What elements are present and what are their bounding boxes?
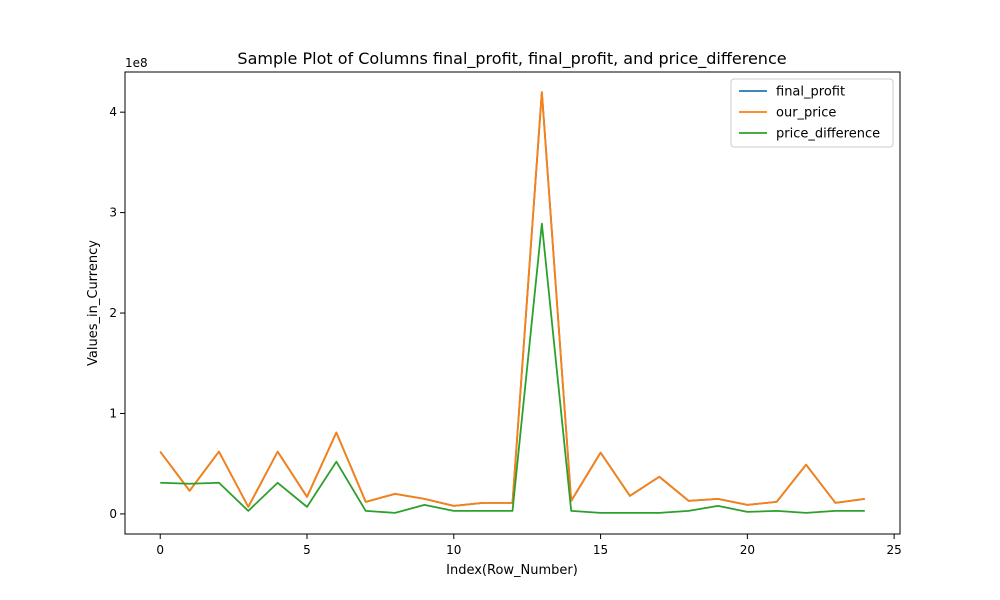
y-axis-ticks: 0 1 2 3 4 <box>109 105 125 521</box>
y-tick-label: 3 <box>109 206 117 220</box>
x-tick-label: 15 <box>593 543 608 557</box>
y-tick-label: 1 <box>109 406 117 420</box>
x-tick-label: 5 <box>303 543 311 557</box>
series-layer <box>159 91 865 514</box>
x-tick-label: 0 <box>156 543 164 557</box>
y-tick-label: 0 <box>109 507 117 521</box>
axes-frame <box>124 71 901 535</box>
y-tick-label: 4 <box>109 105 117 119</box>
legend: final_profit our_price price_difference <box>730 78 894 148</box>
x-tick-label: 10 <box>446 543 461 557</box>
legend-entry: final_profit <box>776 85 845 100</box>
y-axis-label: Values_in_Currency <box>86 240 101 366</box>
x-tick-label: 20 <box>740 543 755 557</box>
y-multiplier-label: 1e8 <box>125 56 148 70</box>
legend-box <box>730 78 894 148</box>
x-axis-ticks: 0 5 10 15 20 25 <box>156 534 902 557</box>
series-line-price-difference <box>160 222 865 514</box>
legend-entry: our_price <box>776 106 836 121</box>
chart-title: Sample Plot of Columns final_profit, fin… <box>237 49 786 69</box>
x-axis-label: Index(Row_Number) <box>446 563 578 578</box>
y-tick-label: 2 <box>109 306 117 320</box>
x-tick-label: 25 <box>886 543 901 557</box>
legend-entry: price_difference <box>776 127 880 142</box>
